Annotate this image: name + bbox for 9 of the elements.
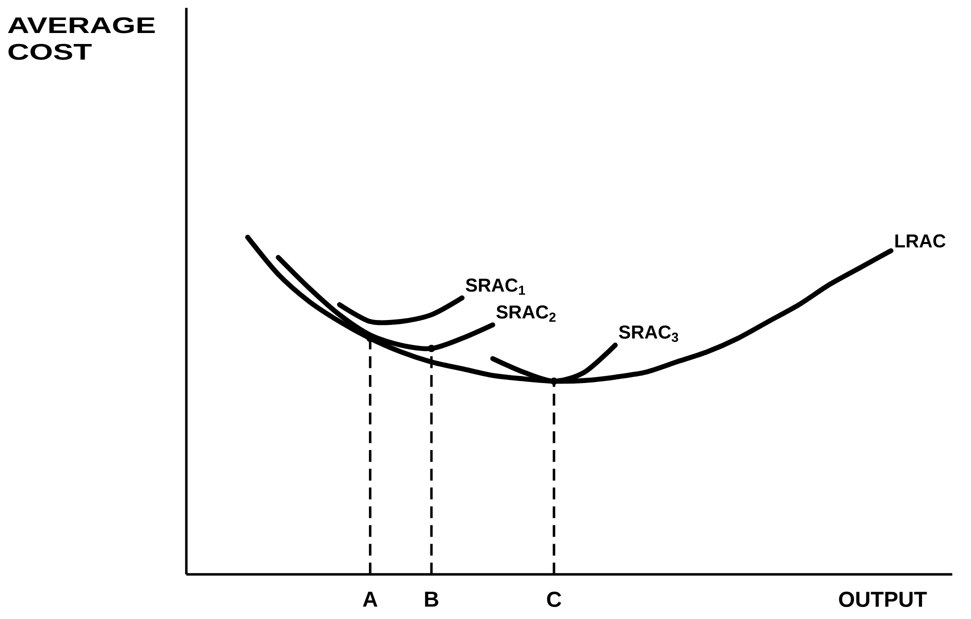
x-tick-label: C: [547, 592, 562, 608]
text: AVERAGE COST: [8, 17, 155, 60]
x-tick-label: A: [362, 592, 378, 607]
series-label: LRAC: [895, 234, 946, 248]
series-label: SRAC$_{1}$: [466, 278, 526, 295]
series-label: SRAC$_{3}$: [618, 326, 678, 342]
x-axis-title: OUTPUT: [839, 592, 927, 608]
x-tick-label: B: [425, 592, 438, 607]
series-label: SRAC$_{2}$: [496, 305, 556, 322]
